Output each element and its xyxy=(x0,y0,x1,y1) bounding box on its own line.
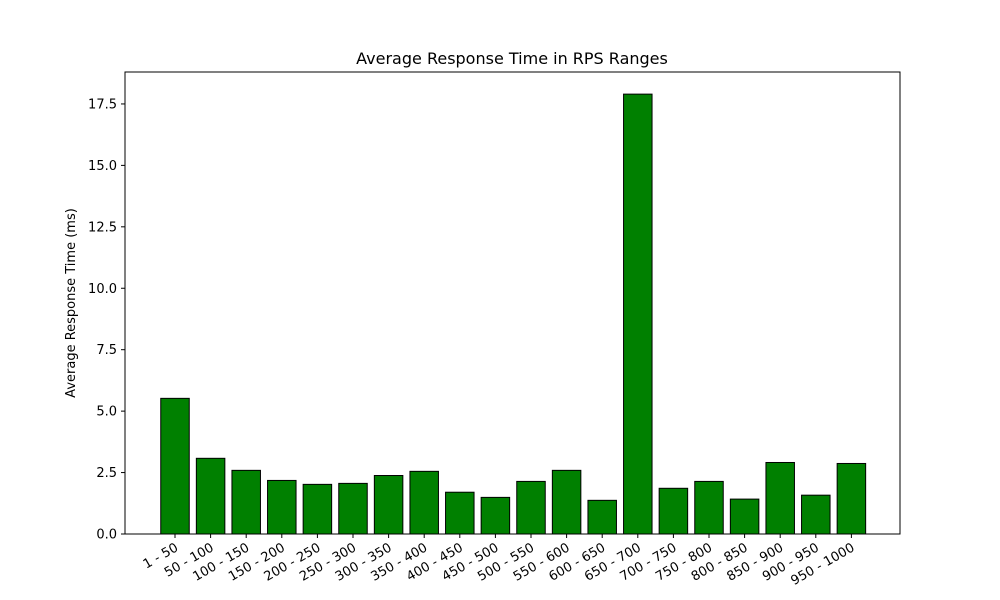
bar-19 xyxy=(836,462,867,535)
y-tick-label-5: 12.5 xyxy=(88,220,117,235)
bar-13 xyxy=(623,93,653,535)
plot-area-frame xyxy=(124,71,901,535)
bar-15 xyxy=(694,480,724,535)
bars-group xyxy=(160,93,867,535)
y-axis-label: Average Response Time (ms) xyxy=(64,208,79,398)
bar-6 xyxy=(373,475,404,535)
bar-0 xyxy=(160,397,190,535)
y-axis-ticks: 0.0 2.5 5.0 7.5 10.0 12.5 15.0 17.5 xyxy=(88,97,125,543)
bar-10 xyxy=(516,480,546,535)
bar-16 xyxy=(729,498,760,535)
bar-3 xyxy=(267,479,297,535)
y-tick-label-3: 7.5 xyxy=(96,343,117,358)
y-tick-label-6: 15.0 xyxy=(88,159,117,174)
chart-title: Average Response Time in RPS Ranges xyxy=(356,49,668,68)
y-tick-label-0: 0.0 xyxy=(96,528,117,543)
y-tick-label-2: 5.0 xyxy=(96,405,117,420)
bar-11 xyxy=(551,469,582,535)
bar-12 xyxy=(587,499,617,535)
y-tick-label-7: 17.5 xyxy=(88,97,117,112)
bar-7 xyxy=(409,470,439,535)
y-tick-label-1: 2.5 xyxy=(96,466,117,481)
bar-9 xyxy=(480,496,511,535)
bar-18 xyxy=(801,494,831,535)
bar-2 xyxy=(231,469,261,535)
y-tick-label-4: 10.0 xyxy=(88,282,117,297)
bar-4 xyxy=(302,483,333,535)
bar-1 xyxy=(195,457,226,535)
bar-8 xyxy=(445,491,475,535)
bar-5 xyxy=(338,482,368,535)
bar-14 xyxy=(658,487,689,535)
bar-17 xyxy=(765,461,795,535)
